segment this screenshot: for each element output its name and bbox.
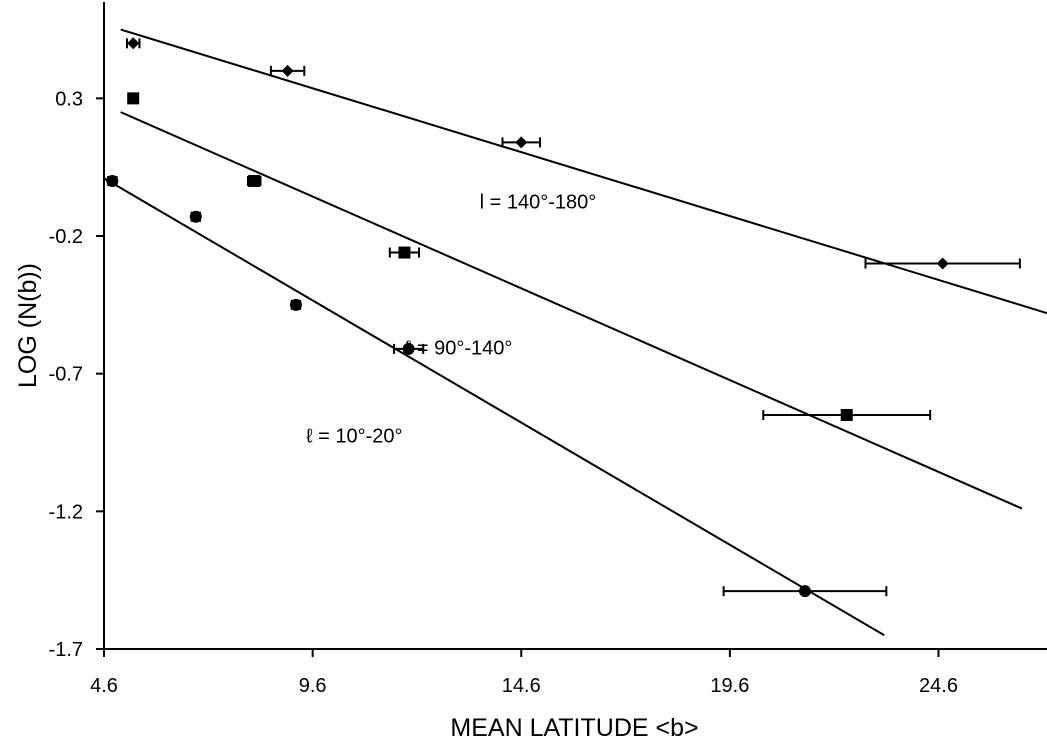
data-point-diamond xyxy=(936,257,949,270)
data-points xyxy=(106,37,949,598)
data-point-diamond xyxy=(515,136,528,149)
x-tick-label: 14.6 xyxy=(502,675,541,697)
series-annotation: l = 140°-180° xyxy=(480,191,597,213)
data-point-square xyxy=(840,408,853,421)
data-point-square xyxy=(398,246,411,259)
series-annotation: ℓ = 10°-20° xyxy=(306,426,402,448)
fit-line-3 xyxy=(103,177,885,637)
fit-lines xyxy=(103,28,1047,637)
fit-line-2 xyxy=(120,111,1023,510)
data-point-diamond xyxy=(127,37,140,50)
data-point-circle xyxy=(106,174,119,187)
chart-axes: 4.6 9.6 14.6 19.6 24.6 0.3 -0.2 -0.7 -1.2 -1.7 xyxy=(49,2,1047,697)
x-tick-label: 4.6 xyxy=(90,675,118,697)
error-bars xyxy=(107,38,1021,597)
data-point-circle xyxy=(189,210,202,223)
data-point-square xyxy=(248,174,261,187)
y-tick-label: -0.2 xyxy=(49,226,83,248)
x-axis-title: MEAN LATITUDE <b> xyxy=(450,714,698,742)
y-axis-title: LOG (N(b)) xyxy=(14,263,42,388)
x-tick-label: 9.6 xyxy=(299,675,327,697)
y-tick-label: -1.7 xyxy=(49,639,83,661)
data-point-diamond xyxy=(281,64,294,77)
x-tick-label: 19.6 xyxy=(710,675,749,697)
fit-line-1 xyxy=(120,28,1047,315)
y-tick-label: 0.3 xyxy=(55,88,83,110)
data-point-circle xyxy=(289,298,302,311)
chart-labels: MEAN LATITUDE <b> LOG (N(b)) l = 140°-180°… xyxy=(14,191,699,742)
x-tick-label: 24.6 xyxy=(919,675,958,697)
data-point-circle xyxy=(798,585,811,598)
data-point-circle xyxy=(402,342,415,355)
y-tick-label: -1.2 xyxy=(49,501,83,523)
y-tick-label: -0.7 xyxy=(49,364,83,386)
series-annotation: ℓ = 90°-140° xyxy=(405,337,513,359)
data-point-square xyxy=(127,92,140,105)
